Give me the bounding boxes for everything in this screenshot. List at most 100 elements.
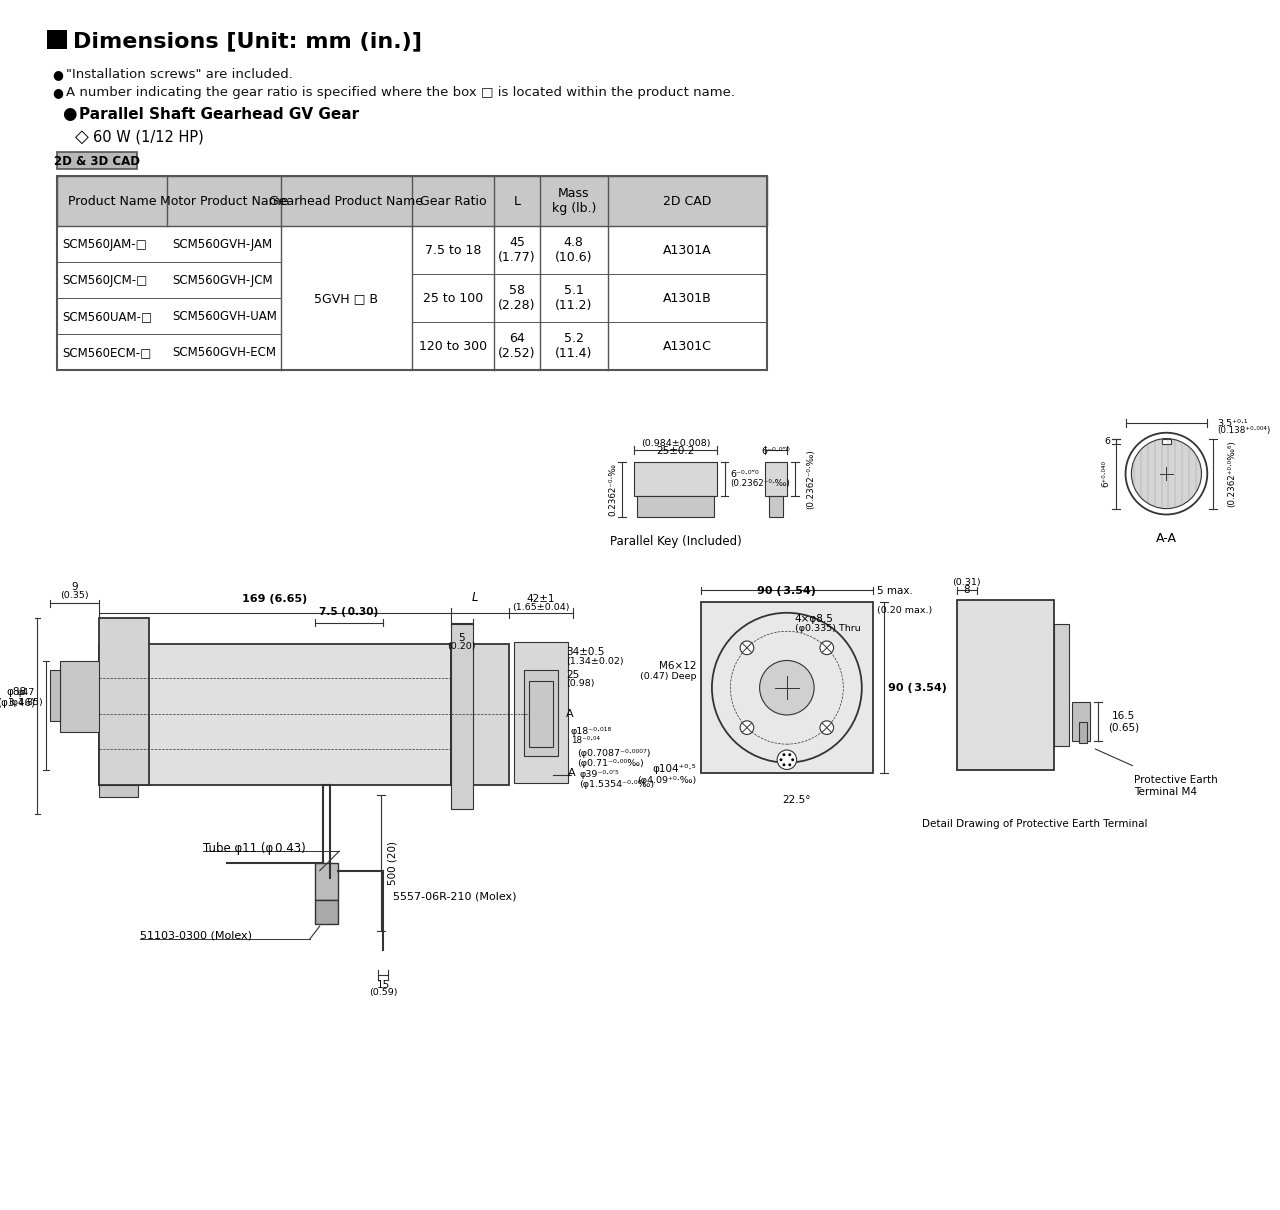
Text: 5: 5 <box>458 633 465 644</box>
Circle shape <box>788 764 791 766</box>
Text: φ18⁻⁰⋅⁰¹⁸: φ18⁻⁰⋅⁰¹⁸ <box>571 727 612 736</box>
Text: 2D & 3D CAD: 2D & 3D CAD <box>54 155 140 168</box>
Text: 5 max.: 5 max. <box>877 586 913 597</box>
Text: L: L <box>472 590 479 604</box>
Circle shape <box>791 759 794 761</box>
Text: 16.5
(0.65): 16.5 (0.65) <box>1108 711 1139 732</box>
Text: SCM560ECM-□: SCM560ECM-□ <box>61 346 151 359</box>
Text: 7.5 ( 0.30): 7.5 ( 0.30) <box>319 606 379 617</box>
Text: Motor Product Name: Motor Product Name <box>160 195 288 208</box>
Text: (1.34±0.02): (1.34±0.02) <box>566 657 623 666</box>
Text: Parallel Key (Included): Parallel Key (Included) <box>609 535 741 548</box>
Circle shape <box>740 641 754 655</box>
Bar <box>451 624 472 809</box>
Bar <box>701 603 873 773</box>
Text: (1.65±0.04): (1.65±0.04) <box>512 603 570 612</box>
Circle shape <box>759 661 814 715</box>
Text: 120 to 300: 120 to 300 <box>419 340 488 353</box>
Text: Dimensions [Unit: mm (in.)]: Dimensions [Unit: mm (in.)] <box>73 31 422 52</box>
Bar <box>515 643 568 783</box>
Text: A1301B: A1301B <box>663 292 712 305</box>
Text: 18⁻⁰⋅⁰⁴: 18⁻⁰⋅⁰⁴ <box>571 737 600 745</box>
Text: SCM560JAM-□: SCM560JAM-□ <box>61 238 147 250</box>
Text: SCM560GVH-JAM: SCM560GVH-JAM <box>172 238 273 250</box>
Text: A1301C: A1301C <box>663 340 712 353</box>
Bar <box>47 30 67 50</box>
Bar <box>50 670 60 721</box>
Circle shape <box>788 753 791 756</box>
Text: Parallel Shaft Gearhead GV Gear: Parallel Shaft Gearhead GV Gear <box>79 106 360 122</box>
Text: 25 to 100: 25 to 100 <box>422 292 483 305</box>
Text: 6⁻⁰⋅⁰″⁰: 6⁻⁰⋅⁰″⁰ <box>762 448 791 456</box>
Text: (0.20 max.): (0.20 max.) <box>877 606 933 615</box>
Text: 8: 8 <box>964 586 970 595</box>
Circle shape <box>777 750 796 770</box>
Text: φ104⁺⁰⋅⁵: φ104⁺⁰⋅⁵ <box>653 764 696 773</box>
Text: Product Name: Product Name <box>68 195 156 208</box>
Text: 5557-06R-210 (Molex): 5557-06R-210 (Molex) <box>393 892 516 901</box>
Text: 34±0.5: 34±0.5 <box>566 647 604 657</box>
Text: (φ0.335) Thru: (φ0.335) Thru <box>795 624 860 634</box>
Circle shape <box>782 764 786 766</box>
Text: φ47
(φ1.85): φ47 (φ1.85) <box>9 687 44 707</box>
Text: 500 (20): 500 (20) <box>388 841 398 885</box>
Text: SCM560JCM-□: SCM560JCM-□ <box>61 273 147 287</box>
Text: Gearhead Product Name: Gearhead Product Name <box>270 195 424 208</box>
Text: 58
(2.28): 58 (2.28) <box>498 284 536 312</box>
Text: L: L <box>513 195 521 208</box>
Text: 42±1: 42±1 <box>526 594 556 604</box>
Text: (0.2362⁻⁰⋅‰): (0.2362⁻⁰⋅‰) <box>806 449 815 509</box>
Text: 60 W (1/12 HP): 60 W (1/12 HP) <box>93 129 204 144</box>
Text: (φ1.5354⁻⁰⋅⁰‰): (φ1.5354⁻⁰⋅⁰‰) <box>580 780 654 789</box>
Text: 6⁺⁰⋅⁰⁴⁰: 6⁺⁰⋅⁰⁴⁰ <box>1101 460 1110 488</box>
Text: Protective Earth
Terminal M4: Protective Earth Terminal M4 <box>1134 776 1219 797</box>
Circle shape <box>780 759 782 761</box>
Polygon shape <box>1162 438 1171 444</box>
Text: 45
(1.77): 45 (1.77) <box>498 236 536 265</box>
Bar <box>99 617 150 785</box>
Bar <box>1055 624 1069 747</box>
Text: 0.2362⁻⁰⋅‰: 0.2362⁻⁰⋅‰ <box>608 463 617 517</box>
Text: A: A <box>566 709 573 719</box>
Text: SCM560UAM-□: SCM560UAM-□ <box>61 310 152 323</box>
Text: SCM560GVH-JCM: SCM560GVH-JCM <box>172 273 273 287</box>
Text: 5.2
(11.4): 5.2 (11.4) <box>556 333 593 361</box>
Text: ●: ● <box>52 68 63 81</box>
Text: (0.20): (0.20) <box>448 643 476 651</box>
Text: 4.8
(10.6): 4.8 (10.6) <box>556 236 593 265</box>
Text: 169 (⁠​​6.65): 169 (⁠​​6.65) <box>242 594 307 604</box>
Bar <box>60 662 99 732</box>
Text: ●: ● <box>61 105 77 123</box>
Text: (0.59): (0.59) <box>369 989 397 997</box>
Text: 4×φ8.5: 4×φ8.5 <box>795 613 833 624</box>
Text: 25±0.2: 25±0.2 <box>657 446 695 456</box>
Text: 3.5⁺⁰⋅¹: 3.5⁺⁰⋅¹ <box>1217 419 1248 427</box>
Text: SCM560GVH-UAM: SCM560GVH-UAM <box>172 310 276 323</box>
Bar <box>765 462 787 496</box>
Text: (φ0.71⁻⁰⋅⁰⁰‰): (φ0.71⁻⁰⋅⁰⁰‰) <box>577 759 644 768</box>
Text: φ39⁻⁰⋅⁰′⁵: φ39⁻⁰⋅⁰′⁵ <box>580 771 620 779</box>
Text: 90 ( 3.54): 90 ( 3.54) <box>888 682 947 692</box>
Text: 64
(2.52): 64 (2.52) <box>498 333 536 361</box>
Bar <box>56 152 137 169</box>
Text: 51103-0300 (Molex): 51103-0300 (Molex) <box>140 930 252 941</box>
Text: 5GVH □ B: 5GVH □ B <box>315 292 379 305</box>
Text: (0.98): (0.98) <box>566 679 594 688</box>
Text: 9: 9 <box>72 582 78 593</box>
Text: 7.5 to 18: 7.5 to 18 <box>425 244 481 257</box>
Bar <box>769 496 783 518</box>
Text: (φ0.7087⁻⁰⋅⁰⁰⁰⁷): (φ0.7087⁻⁰⋅⁰⁰⁰⁷) <box>577 749 652 757</box>
Circle shape <box>820 641 833 655</box>
Text: ●: ● <box>52 86 63 98</box>
Text: SCM560GVH-ECM: SCM560GVH-ECM <box>172 346 276 359</box>
Text: 22.5°: 22.5° <box>782 795 810 805</box>
Bar <box>99 785 138 796</box>
Text: 2D CAD: 2D CAD <box>663 195 712 208</box>
Bar <box>56 175 768 226</box>
Text: "Installation screws" are included.: "Installation screws" are included. <box>65 68 293 81</box>
Bar <box>451 644 509 785</box>
Circle shape <box>820 721 833 734</box>
Bar <box>1079 722 1087 743</box>
Text: A1301A: A1301A <box>663 244 712 257</box>
Text: A-A: A-A <box>1156 532 1176 544</box>
